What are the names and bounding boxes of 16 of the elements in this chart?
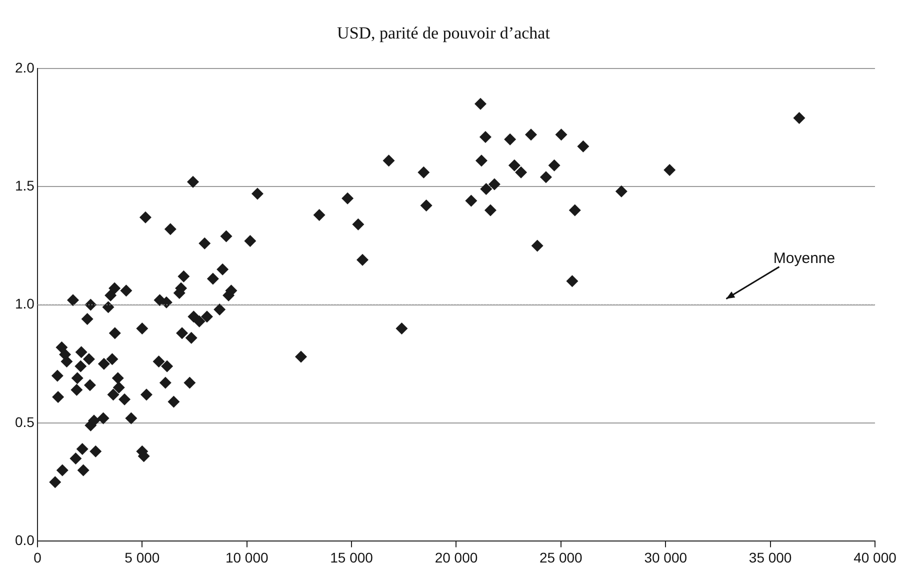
x-tick-label: 25 000 xyxy=(540,549,583,566)
y-tick-label: 0.0 xyxy=(14,532,35,548)
x-tick-label: 5 000 xyxy=(124,549,160,566)
x-tick-label: 15 000 xyxy=(330,549,374,566)
y-tick-label: 0.5 xyxy=(14,414,35,430)
x-tick-label: 0 xyxy=(34,549,42,566)
y-tick-label: 1.0 xyxy=(14,296,35,312)
y-tick-label: 2.0 xyxy=(14,59,35,76)
ref-line-label: Moyenne xyxy=(773,250,836,267)
chart-title: USD, parité de pouvoir d’achat xyxy=(337,24,550,43)
x-tick-label: 30 000 xyxy=(644,549,688,566)
x-tick-label: 10 000 xyxy=(225,549,268,566)
x-tick-label: 40 000 xyxy=(854,549,897,566)
y-tick-label: 1.5 xyxy=(14,177,35,194)
x-tick-label: 35 000 xyxy=(748,549,792,566)
x-tick-label: 20 000 xyxy=(434,549,478,566)
